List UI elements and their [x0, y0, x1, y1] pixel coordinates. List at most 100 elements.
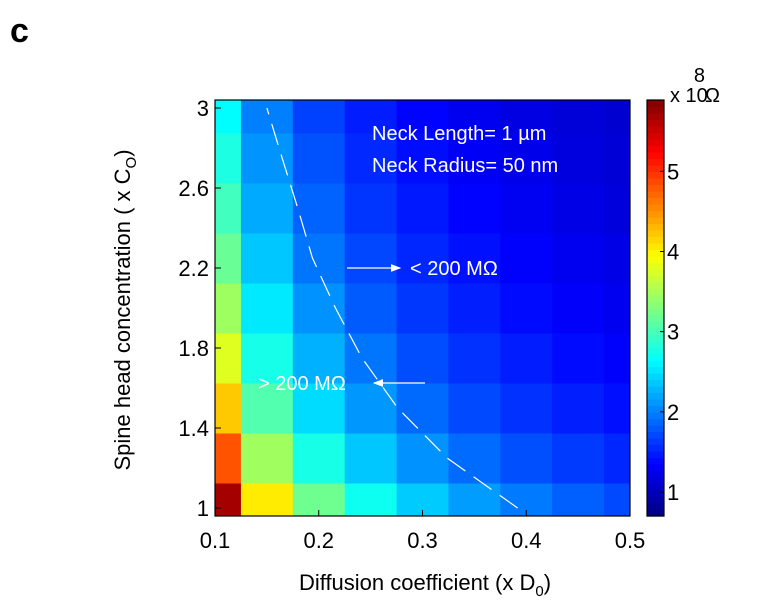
heat-cell — [292, 133, 346, 184]
colorbar-unit: Ω — [705, 85, 720, 107]
heat-cell — [448, 283, 501, 334]
colorbar-swatch — [647, 132, 664, 140]
heat-cell — [604, 333, 630, 384]
x-label-sub: 0 — [535, 583, 543, 599]
colorbar-swatch — [647, 230, 664, 238]
heat-cell — [448, 133, 501, 184]
colorbar-swatch — [647, 379, 664, 387]
colorbar-swatch — [647, 347, 664, 355]
colorbar-swatch — [647, 158, 664, 166]
colorbar-swatch — [647, 119, 664, 127]
x-tick-label: 0.2 — [303, 528, 334, 553]
heat-cell — [215, 433, 242, 484]
heat-cell — [500, 383, 553, 434]
heat-cell — [344, 133, 398, 184]
heat-cell — [344, 383, 398, 434]
colorbar-label: x 108Ω — [670, 65, 720, 107]
heat-cell — [552, 183, 605, 234]
colorbar-swatch — [647, 165, 664, 173]
heat-cell — [215, 333, 242, 384]
heat-cell — [500, 333, 553, 384]
heat-cell — [500, 283, 553, 334]
heat-cell — [240, 283, 294, 334]
heat-cell — [396, 283, 449, 334]
colorbar-swatch — [647, 399, 664, 407]
colorbar-swatch — [647, 256, 664, 264]
colorbar-swatch — [647, 217, 664, 225]
heat-cell — [240, 100, 294, 134]
heat-cell — [215, 283, 242, 334]
colorbar-swatch — [647, 509, 664, 517]
heat-cell — [448, 483, 501, 516]
heat-cell — [396, 183, 449, 234]
y-tick-label: 2.6 — [178, 176, 209, 201]
colorbar-swatch — [647, 100, 664, 108]
colorbar-swatch — [647, 223, 664, 231]
heat-cell — [396, 483, 449, 516]
heat-cell — [396, 333, 449, 384]
heat-cell — [500, 100, 553, 134]
heat-cell — [344, 183, 398, 234]
heat-cell — [552, 333, 605, 384]
colorbar-swatch — [647, 340, 664, 348]
heat-cell — [215, 183, 242, 234]
colorbar-tick-label: 2 — [667, 400, 679, 425]
colorbar-swatch — [647, 477, 664, 485]
heat-cell — [396, 233, 449, 284]
heatmap — [215, 100, 630, 516]
x-tick-label: 0.4 — [511, 528, 542, 553]
colorbar-swatch — [647, 392, 664, 400]
heat-cell — [552, 483, 605, 516]
heat-cell — [552, 233, 605, 284]
colorbar-swatch — [647, 496, 664, 504]
heat-cell — [344, 433, 398, 484]
colorbar-swatch — [647, 321, 664, 329]
colorbar-swatch — [647, 308, 664, 316]
heat-cell — [552, 283, 605, 334]
colorbar-swatch — [647, 405, 664, 413]
colorbar-tick-label: 3 — [667, 320, 679, 345]
heat-cell — [604, 233, 630, 284]
heat-cell — [240, 133, 294, 184]
y-tick-label: 1.8 — [178, 336, 209, 361]
colorbar-tick-label: 5 — [667, 159, 679, 184]
y-label-text: Spine head concentration ( x C — [110, 168, 135, 470]
colorbar-swatch — [647, 171, 664, 179]
heat-cell — [292, 183, 346, 234]
heat-cell — [215, 233, 242, 284]
contour-line — [266, 107, 518, 509]
colorbar-prefix: x 10 — [670, 85, 708, 107]
x-axis-label: Diffusion coefficient (x D0) — [299, 570, 551, 599]
heat-cell — [240, 333, 294, 384]
colorbar-swatch — [647, 178, 664, 186]
colorbar-swatch — [647, 139, 664, 147]
colorbar-exponent: 8 — [694, 65, 705, 87]
heat-cell — [604, 283, 630, 334]
heat-cell — [500, 133, 553, 184]
colorbar-swatch — [647, 431, 664, 439]
heat-cell — [240, 433, 294, 484]
colorbar-swatch — [647, 483, 664, 491]
colorbar-swatch — [647, 113, 664, 121]
heat-cell — [396, 133, 449, 184]
heat-cell — [344, 233, 398, 284]
heat-cell — [292, 483, 346, 516]
colorbar-swatch — [647, 191, 664, 199]
heat-cell — [500, 433, 553, 484]
colorbar-swatch — [647, 152, 664, 160]
heat-cell — [448, 333, 501, 384]
heat-cell — [448, 433, 501, 484]
heat-cell — [344, 100, 398, 134]
x-label-text: Diffusion coefficient (x D — [299, 570, 535, 595]
overlay — [266, 107, 518, 509]
colorbar-swatch — [647, 490, 664, 498]
y-tick-label: 1 — [197, 496, 209, 521]
heat-cell — [292, 333, 346, 384]
x-tick-label: 0.3 — [407, 528, 438, 553]
colorbar-swatch — [647, 184, 664, 192]
y-label-end: ) — [110, 149, 135, 156]
heat-cell — [344, 483, 398, 516]
colorbar-swatch — [647, 418, 664, 426]
annotation: > 200 MΩ — [258, 373, 346, 395]
colorbar-swatch — [647, 412, 664, 420]
